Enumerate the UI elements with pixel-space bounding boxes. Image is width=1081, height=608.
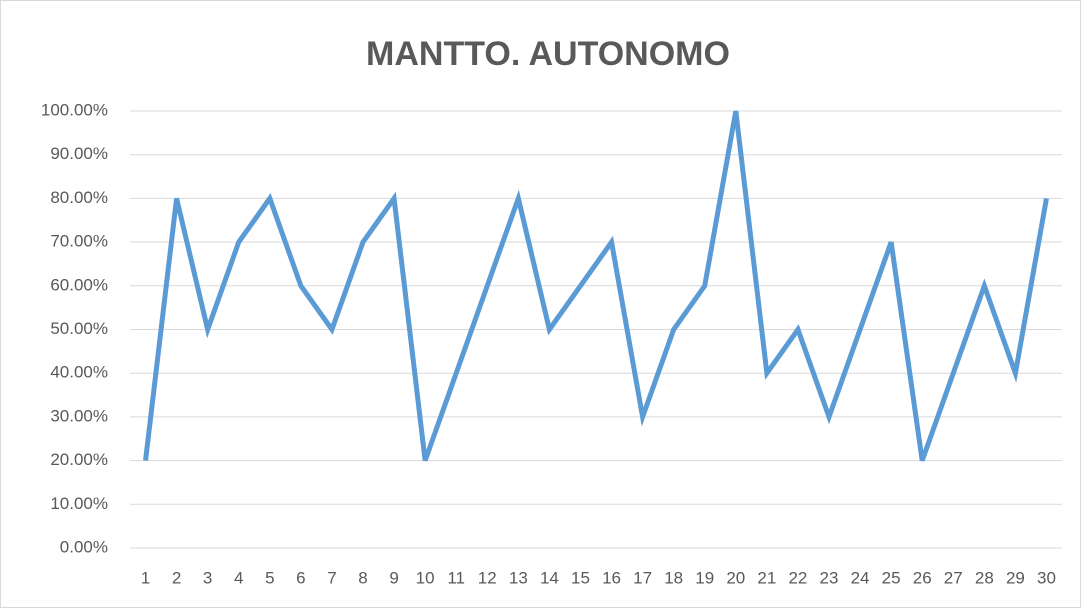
x-tick-label: 11 — [447, 568, 465, 587]
y-tick-label: 90.00% — [50, 144, 108, 163]
y-tick-label: 30.00% — [50, 406, 108, 425]
y-tick-label: 70.00% — [50, 232, 108, 251]
x-tick-label: 8 — [358, 568, 367, 587]
x-tick-label: 5 — [265, 568, 274, 587]
y-tick-label: 80.00% — [50, 188, 108, 207]
y-tick-label: 60.00% — [50, 275, 108, 294]
y-tick-label: 20.00% — [50, 450, 108, 469]
y-tick-label: 0.00% — [60, 537, 108, 556]
y-tick-label: 10.00% — [50, 494, 108, 513]
y-tick-label: 100.00% — [41, 100, 108, 119]
x-tick-label: 13 — [509, 568, 528, 587]
x-tick-label: 17 — [633, 568, 652, 587]
line-series — [143, 110, 1049, 462]
x-tick-label: 28 — [975, 568, 994, 587]
x-tick-label: 20 — [726, 568, 745, 587]
x-tick-label: 27 — [944, 568, 963, 587]
chart-title: MANTTO. AUTONOMO — [366, 35, 730, 73]
x-tick-label: 9 — [389, 568, 398, 587]
x-tick-label: 29 — [1006, 568, 1025, 587]
x-tick-label: 14 — [540, 568, 559, 587]
x-tick-label: 7 — [327, 568, 336, 587]
x-tick-label: 24 — [851, 568, 870, 587]
x-tick-label: 6 — [296, 568, 305, 587]
x-tick-label: 19 — [695, 568, 714, 587]
x-tick-label: 22 — [788, 568, 807, 587]
x-tick-label: 18 — [664, 568, 683, 587]
x-tick-label: 30 — [1037, 568, 1056, 587]
x-tick-label: 23 — [820, 568, 839, 587]
x-tick-label: 21 — [757, 568, 776, 587]
x-tick-label: 3 — [203, 568, 212, 587]
x-tick-label: 2 — [172, 568, 181, 587]
x-tick-label: 12 — [478, 568, 497, 587]
x-tick-label: 15 — [571, 568, 590, 587]
x-tick-label: 4 — [234, 568, 243, 587]
y-tick-label: 40.00% — [50, 363, 108, 382]
x-tick-label: 16 — [602, 568, 621, 587]
x-tick-label: 25 — [882, 568, 901, 587]
y-tick-label: 50.00% — [50, 319, 108, 338]
x-tick-label: 1 — [141, 568, 150, 587]
x-tick-label: 26 — [913, 568, 932, 587]
x-tick-label: 10 — [416, 568, 435, 587]
